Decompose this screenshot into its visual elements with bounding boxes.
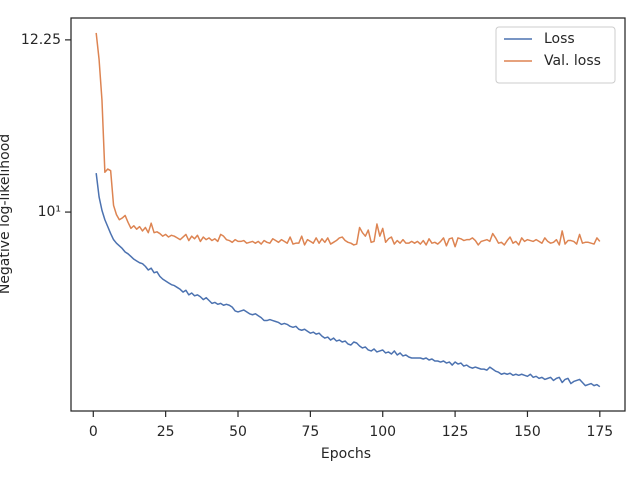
- legend: Loss Val. loss: [495, 26, 616, 84]
- x-tick-label: 125: [442, 424, 469, 440]
- x-tick-label: 75: [301, 424, 319, 440]
- x-tick-label: 175: [586, 424, 613, 440]
- legend-frame: [495, 26, 616, 84]
- legend-label: Val. loss: [544, 53, 601, 69]
- x-tick-label: 150: [514, 424, 541, 440]
- x-tick-label: 0: [89, 424, 98, 440]
- line-series: [95, 173, 601, 388]
- x-tick-label: 50: [229, 424, 247, 440]
- x-axis-label: Epochs: [321, 446, 371, 462]
- x-tick-label: 100: [369, 424, 396, 440]
- line-series: [95, 32, 601, 248]
- y-tick-label: 12.25: [21, 32, 61, 48]
- x-tick-label: 25: [157, 424, 175, 440]
- y-tick-label: 10¹: [38, 204, 61, 220]
- plot-frame: [70, 17, 626, 412]
- legend-label: Loss: [544, 31, 575, 47]
- y-axis-label: Negative log-likelihood: [0, 134, 13, 294]
